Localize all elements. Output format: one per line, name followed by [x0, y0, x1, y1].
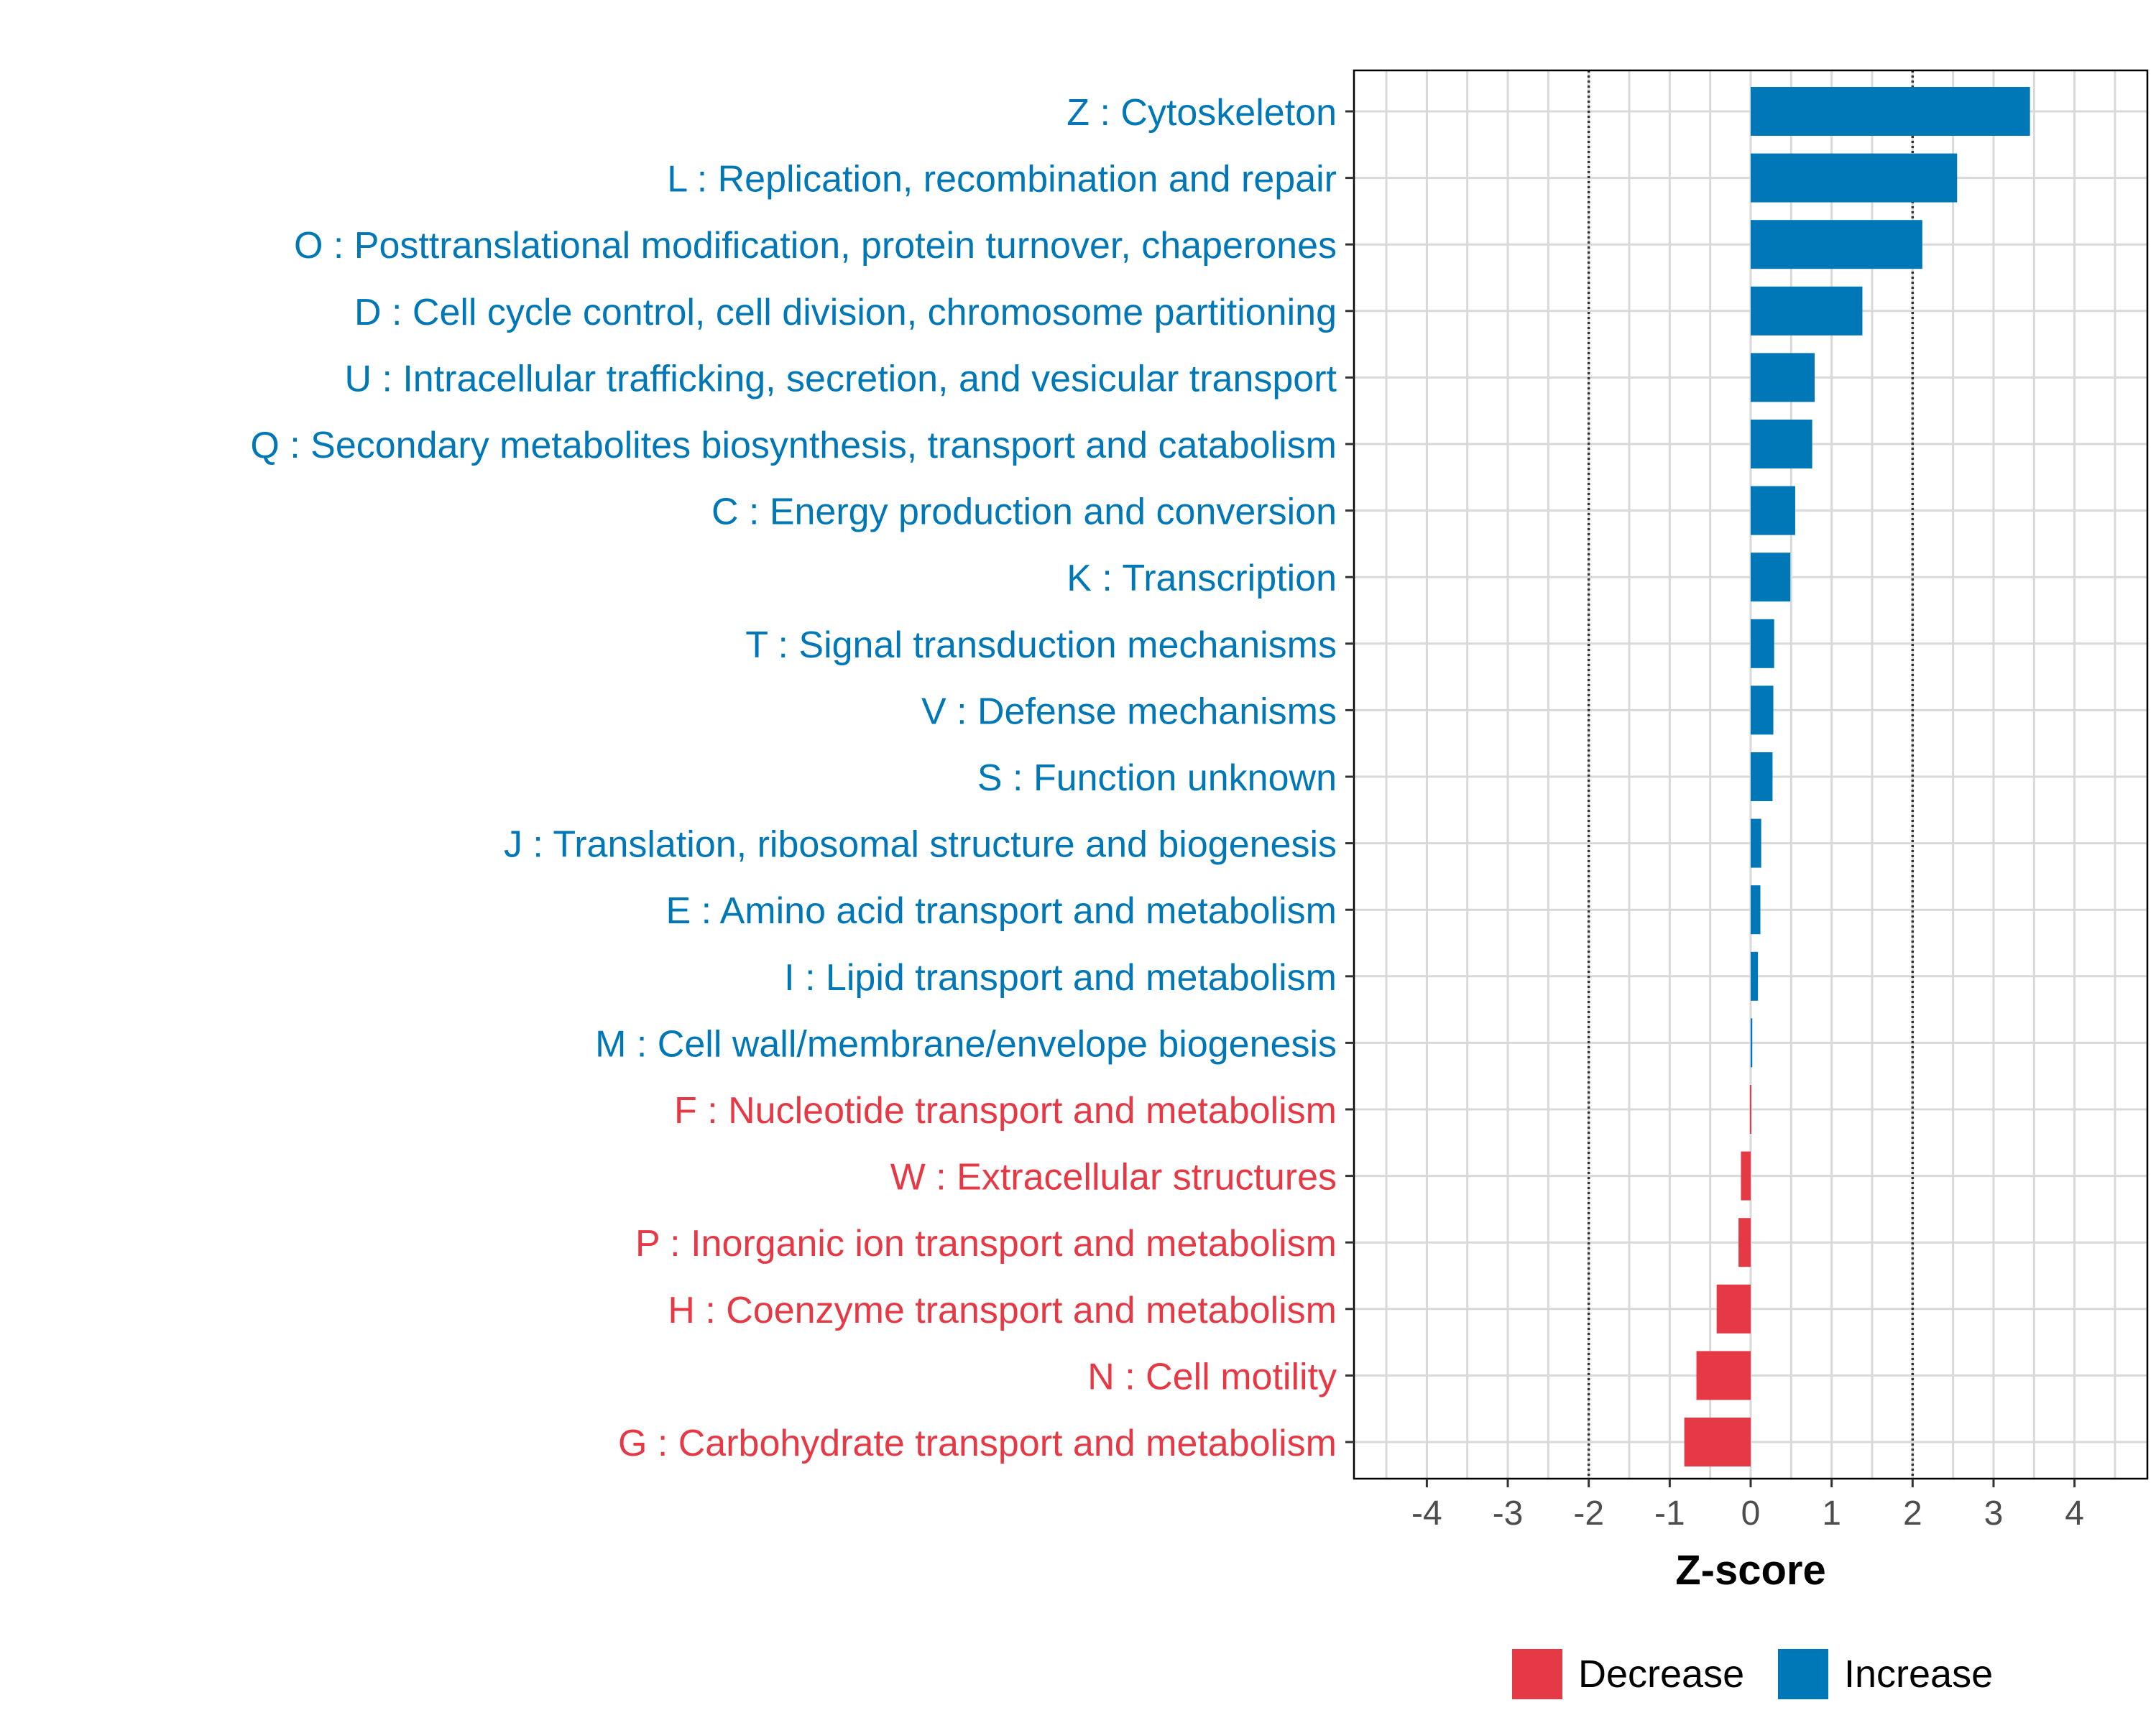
x-tick-label: 2: [1903, 1494, 1922, 1533]
bar: [1751, 685, 1774, 735]
legend-label: Decrease: [1578, 1653, 1744, 1696]
y-tick-label: K : Transcription: [1067, 558, 1337, 599]
y-tick-label: G : Carbohydrate transport and metabolis…: [618, 1423, 1337, 1464]
legend-label: Increase: [1844, 1653, 1993, 1696]
y-tick-label: D : Cell cycle control, cell division, c…: [354, 292, 1337, 333]
bar: [1751, 486, 1795, 535]
y-tick-label: C : Energy production and conversion: [711, 491, 1337, 533]
y-tick-label: N : Cell motility: [1087, 1356, 1337, 1397]
x-tick-label: 1: [1822, 1494, 1841, 1533]
x-tick-label: 4: [2065, 1494, 2084, 1533]
bar: [1716, 1284, 1751, 1334]
bar: [1684, 1418, 1751, 1466]
bars: [1684, 87, 2030, 1466]
bar: [1751, 1018, 1753, 1068]
y-tick-label: L : Replication, recombination and repai…: [667, 159, 1337, 200]
y-tick-label: O : Posttranslational modification, prot…: [294, 225, 1337, 267]
y-tick-label: Z : Cytoskeleton: [1067, 92, 1337, 134]
bar: [1751, 951, 1759, 1001]
bar: [1751, 87, 2030, 136]
y-tick-label: Q : Secondary metabolites biosynthesis, …: [250, 425, 1337, 466]
y-tick-label: W : Extracellular structures: [890, 1157, 1337, 1198]
x-tick-label: -3: [1493, 1494, 1524, 1533]
y-tick-label: F : Nucleotide transport and metabolism: [674, 1090, 1337, 1132]
bar: [1751, 220, 1922, 269]
y-tick-label: U : Intracellular trafficking, secretion…: [344, 358, 1337, 399]
x-axis: -4 -3 -2 -1 0 1 2 3 4: [1411, 1479, 2084, 1533]
bar: [1741, 1151, 1751, 1201]
bar: [1751, 818, 1761, 868]
bar: [1751, 619, 1774, 668]
y-tick-label: P : Inorganic ion transport and metaboli…: [635, 1223, 1337, 1265]
x-tick-label: 0: [1741, 1494, 1761, 1533]
legend-swatch: [1778, 1649, 1828, 1699]
x-tick-label: -4: [1411, 1494, 1442, 1533]
bar: [1751, 553, 1791, 602]
legend: Decrease Increase: [1512, 1649, 1993, 1699]
y-tick-label: I : Lipid transport and metabolism: [784, 957, 1337, 999]
reference-lines: [1587, 70, 1915, 1479]
y-tick-label: S : Function unknown: [977, 757, 1337, 799]
y-tick-label: V : Defense mechanisms: [921, 690, 1337, 732]
y-tick-label: J : Translation, ribosomal structure and…: [504, 824, 1337, 866]
x-tick-label: 3: [1984, 1494, 2004, 1533]
bar: [1751, 353, 1815, 402]
x-tick-label: -2: [1573, 1494, 1604, 1533]
bar: [1738, 1218, 1751, 1267]
bar: [1751, 420, 1812, 468]
x-tick-label: -1: [1654, 1494, 1685, 1533]
bar: [1751, 286, 1863, 336]
y-axis: Z : Cytoskeleton L : Replication, recombi…: [250, 92, 1354, 1464]
bar: [1696, 1351, 1751, 1400]
x-axis-title: Z-score: [1675, 1547, 1826, 1594]
y-tick-label: H : Coenzyme transport and metabolism: [668, 1290, 1337, 1331]
y-tick-label: T : Signal transduction mechanisms: [745, 624, 1337, 666]
bar: [1751, 153, 1958, 203]
y-tick-label: M : Cell wall/membrane/envelope biogenes…: [595, 1023, 1337, 1065]
bar: [1751, 752, 1773, 801]
y-tick-label: E : Amino acid transport and metabolism: [665, 890, 1337, 932]
bar: [1749, 1085, 1751, 1134]
bar: [1751, 885, 1761, 935]
legend-swatch: [1512, 1649, 1562, 1699]
